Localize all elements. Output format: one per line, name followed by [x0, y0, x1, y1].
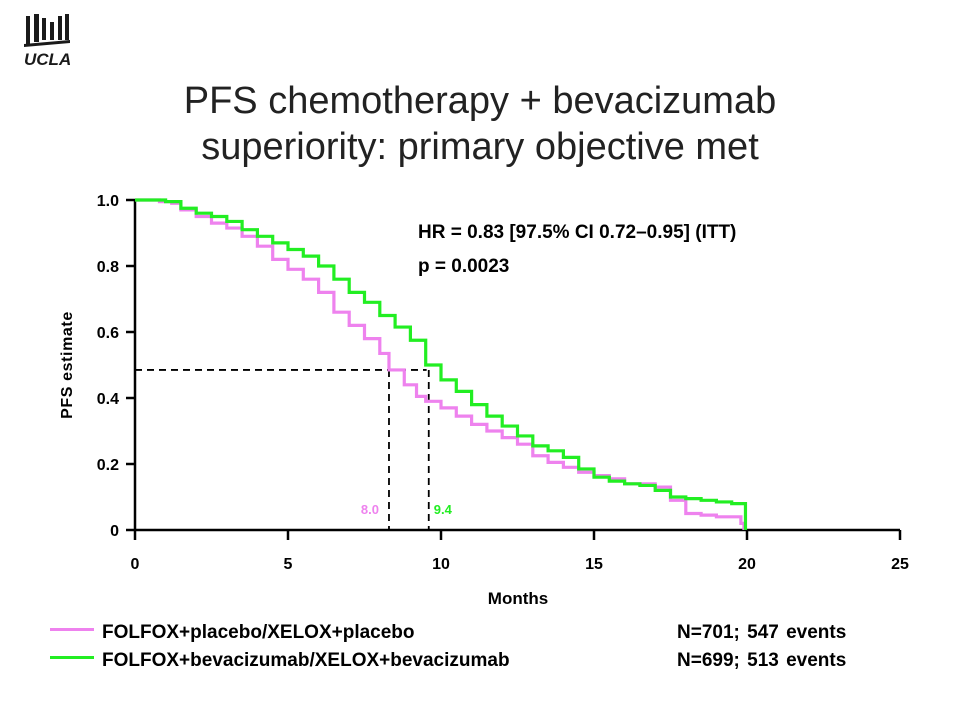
x-tick-label: 10: [432, 556, 450, 573]
y-axis-label: PFS estimate: [59, 311, 76, 419]
y-tick-label: 0: [110, 523, 119, 540]
x-tick-label: 5: [284, 556, 293, 573]
y-tick-label: 0.6: [97, 325, 119, 342]
ucla-logo: UCLA: [24, 14, 71, 69]
slide-title: PFS chemotherapy + bevacizumab superiori…: [0, 78, 960, 170]
median-label: 9.4: [434, 502, 453, 517]
x-axis-label: Months: [488, 589, 548, 608]
legend-label-bevacizumab: FOLFOX+bevacizumab/XELOX+bevacizumab: [102, 650, 510, 671]
x-tick-label: 25: [891, 556, 909, 573]
legend-swatch-placebo: [50, 628, 94, 631]
y-tick-label: 0.8: [97, 259, 119, 276]
x-tick-label: 20: [738, 556, 756, 573]
legend-item-bevacizumab: FOLFOX+bevacizumab/XELOX+bevacizumab N=6…: [50, 650, 930, 678]
hazard-ratio-annotation: HR = 0.83 [97.5% CI 0.72–0.95] (ITT): [418, 222, 736, 243]
title-line-1: PFS chemotherapy + bevacizumab: [183, 80, 777, 122]
y-tick-label: 0.2: [97, 457, 119, 474]
legend-item-placebo: FOLFOX+placebo/XELOX+placebo N=701; 547 …: [50, 622, 930, 650]
title-line-2: superiority: primary objective met: [201, 126, 759, 168]
logo-text: UCLA: [24, 50, 71, 69]
legend: FOLFOX+placebo/XELOX+placebo N=701; 547 …: [50, 622, 930, 678]
median-label: 8.0: [361, 502, 379, 517]
legend-count-placebo: N=701; 547 events: [677, 622, 847, 643]
x-tick-label: 0: [131, 556, 140, 573]
y-tick-label: 1.0: [97, 193, 119, 210]
y-tick-label: 0.4: [97, 391, 119, 408]
legend-count-bevacizumab: N=699; 513 events: [677, 650, 847, 671]
p-value-annotation: p = 0.0023: [418, 256, 509, 277]
x-tick-label: 15: [585, 556, 603, 573]
curve-bevacizumab: [135, 198, 748, 530]
legend-label-placebo: FOLFOX+placebo/XELOX+placebo: [102, 622, 415, 643]
legend-swatch-bevacizumab: [50, 656, 94, 659]
